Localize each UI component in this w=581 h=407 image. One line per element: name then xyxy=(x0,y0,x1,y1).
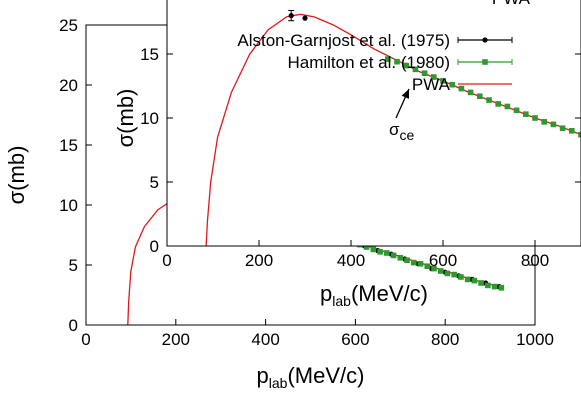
inset-annotation-main: σ xyxy=(389,120,400,139)
inset-x-axis-label-tail: (MeV/c) xyxy=(351,281,428,306)
outer-point-hamilton xyxy=(390,252,397,259)
inset-x-tick-label: 800 xyxy=(521,251,549,270)
inset-point-hamilton xyxy=(458,85,465,92)
legend-label: Hamilton et al. (1980) xyxy=(287,53,450,72)
inset-point-hamilton xyxy=(532,115,538,121)
inset-x-tick-label: 200 xyxy=(245,251,273,270)
outer-point-hamilton xyxy=(397,255,404,261)
inset-annotation-label: σce xyxy=(389,120,415,143)
inset-y-tick-label: 5 xyxy=(150,173,159,192)
inset-point-hamilton xyxy=(495,101,501,107)
inset-point-hamilton xyxy=(467,89,474,96)
outer-point-hamilton xyxy=(417,261,424,267)
inset-annotation-arrowhead xyxy=(401,89,409,99)
outer-y-tick-label: 10 xyxy=(59,196,78,215)
inset-x-axis-label-sub: lab xyxy=(332,293,351,309)
legend-label: PWA xyxy=(412,75,451,94)
inset-frame xyxy=(166,0,581,247)
inset-point-hamilton xyxy=(504,103,511,110)
outer-y-tick-label: 0 xyxy=(69,316,78,335)
outer-point-hamilton xyxy=(431,265,437,272)
outer-y-axis-label: σ(mb) xyxy=(4,146,29,205)
outer-point-hamilton xyxy=(424,263,431,269)
outer-point-hamilton xyxy=(471,277,478,284)
outer-point-hamilton xyxy=(404,257,410,263)
outer-point-hamilton xyxy=(464,276,471,283)
outer-point-hamilton xyxy=(370,246,377,253)
inset-x-tick-label: 600 xyxy=(429,251,457,270)
outer-point-hamilton xyxy=(451,271,457,278)
outer-y-tick-label: 15 xyxy=(59,136,78,155)
inset-point-alston xyxy=(288,13,294,19)
outer-point-hamilton xyxy=(478,280,484,286)
outer-plot: 0 200 400 600 800 10000510152025plab(MeV/c)σ(… xyxy=(4,16,554,391)
legend-label-cut: PWA xyxy=(492,0,531,8)
outer-x-axis-label-sub: lab xyxy=(269,375,288,391)
inset-point-hamilton xyxy=(569,128,575,134)
legend-label: Alston-Garnjost et al. (1975) xyxy=(237,31,450,50)
inset-point-alston xyxy=(302,15,308,21)
outer-x-tick-label: 800 xyxy=(431,330,459,349)
outer-point-hamilton xyxy=(410,259,417,266)
outer-point-hamilton xyxy=(363,244,370,250)
inset-y-tick-label: 15 xyxy=(140,45,159,64)
outer-x-tick-label: 200 xyxy=(162,330,190,349)
outer-point-hamilton xyxy=(437,268,444,274)
inset-point-hamilton xyxy=(477,93,483,100)
inset-point-hamilton xyxy=(449,81,455,88)
outer-x-tick-label: 400 xyxy=(251,330,279,349)
inset-x-axis-label-main: p xyxy=(320,281,332,306)
inset-point-hamilton xyxy=(421,70,428,76)
inset-point-hamilton xyxy=(431,74,437,80)
inset-x-tick-label: 400 xyxy=(337,251,365,270)
inset-point-hamilton xyxy=(385,56,391,62)
outer-x-axis-label: plab(MeV/c) xyxy=(257,363,365,391)
inset-point-hamilton xyxy=(412,66,419,73)
outer-point-hamilton xyxy=(485,282,491,289)
inset-x-axis-label: plab(MeV/c) xyxy=(320,281,428,309)
inset-y-tick-label: 10 xyxy=(140,109,159,128)
outer-x-tick-label: 1000 xyxy=(516,330,554,349)
inset-point-hamilton xyxy=(550,121,557,128)
outer-point-hamilton xyxy=(491,283,498,290)
inset-point-hamilton xyxy=(394,58,400,65)
inset-y-tick-label: 0 xyxy=(150,237,159,256)
outer-x-axis-label-main: p xyxy=(257,363,269,388)
outer-x-tick-label: 0 xyxy=(81,330,90,349)
outer-point-hamilton xyxy=(377,249,383,255)
inset-plot: 020040060080005101520plab(MeV/c)σ(mb)σce… xyxy=(113,0,581,309)
legend-marker-circle xyxy=(482,37,488,43)
outer-x-tick-label: 600 xyxy=(341,330,369,349)
inset-point-hamilton xyxy=(513,107,520,114)
inset-point-hamilton xyxy=(559,125,566,132)
inset-y-axis-label: σ(mb) xyxy=(113,89,138,148)
outer-point-hamilton xyxy=(498,285,505,291)
outer-point-hamilton xyxy=(458,274,464,280)
inset-annotation-sub: ce xyxy=(400,127,415,143)
inset-point-hamilton xyxy=(523,111,529,117)
outer-y-tick-label: 5 xyxy=(69,256,78,275)
inset-x-tick-label: 0 xyxy=(162,251,171,270)
inset-point-hamilton xyxy=(486,97,492,103)
legend-marker-square xyxy=(482,59,488,65)
inset-point-hamilton xyxy=(541,119,547,125)
outer-point-hamilton xyxy=(444,270,451,277)
inset-point-hamilton xyxy=(440,78,446,84)
outer-y-tick-label: 20 xyxy=(59,76,78,95)
inset-point-hamilton xyxy=(403,62,409,69)
inset-point-hamilton xyxy=(578,131,581,138)
outer-x-axis-label-tail: (MeV/c) xyxy=(287,363,364,388)
outer-point-hamilton xyxy=(384,250,390,256)
outer-y-tick-label: 25 xyxy=(59,16,78,35)
